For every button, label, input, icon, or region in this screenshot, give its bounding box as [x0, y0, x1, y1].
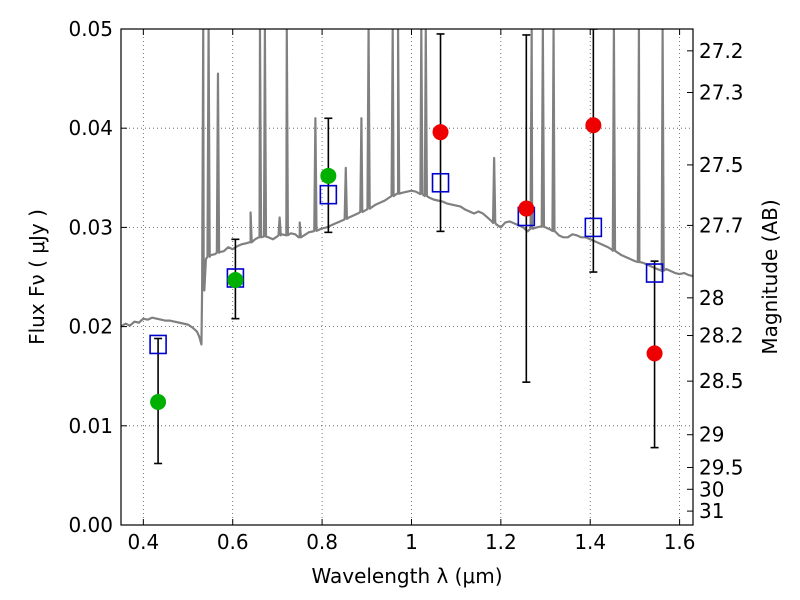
model-point [431, 172, 450, 193]
right-tick-label: 28.2 [699, 324, 744, 348]
y-tick-label: 0.03 [68, 215, 113, 239]
x-axis-title: Wavelength λ (μm) [311, 564, 502, 588]
plot-area [121, 29, 693, 465]
model-point [645, 263, 664, 283]
plot-frame [120, 28, 694, 526]
observed-point [585, 117, 602, 134]
right-tick-label: 27.5 [699, 153, 744, 177]
plot-content [121, 29, 693, 465]
x-tick-label: 1 [405, 530, 418, 554]
right-tick-label: 27.7 [699, 213, 744, 237]
observed-point [646, 345, 663, 362]
right-tick-label: 29.5 [699, 455, 744, 479]
x-tick-label: 0.6 [217, 530, 249, 554]
x-tick-label: 1.2 [485, 530, 517, 554]
x-axis: 0.4 0.6 0.8 1 1.2 1.4 1.6 [127, 29, 696, 554]
right-tick-label: 28 [699, 286, 724, 310]
y-tick-label: 0.05 [68, 17, 113, 41]
y-axis-left-title: Flux Fν ( μJy ) [25, 209, 49, 345]
spectrum-line [121, 29, 693, 346]
y-tick-label: 0.01 [68, 414, 113, 438]
right-tick-label: 27.2 [699, 39, 744, 63]
y-tick-label: 0.04 [68, 116, 113, 140]
x-tick-label: 1.4 [574, 530, 606, 554]
right-tick-label: 30 [699, 477, 724, 501]
model-point [584, 217, 603, 238]
model-point [149, 334, 167, 355]
x-tick-label: 0.8 [306, 530, 338, 554]
y-axis-right-title: Magnitude (AB) [758, 199, 782, 354]
right-tick-label: 28.5 [699, 369, 744, 393]
observed-point [432, 124, 449, 141]
observed-point [518, 200, 535, 217]
x-tick-label: 0.4 [127, 530, 159, 554]
observed-point [150, 393, 167, 410]
y-axis-left: 0.00 0.01 0.02 0.03 0.04 0.05 [68, 17, 127, 537]
y-tick-label: 0.02 [68, 315, 113, 339]
observed-point [320, 167, 337, 184]
right-tick-label: 31 [699, 499, 724, 523]
right-tick-label: 29 [699, 423, 724, 447]
right-tick-label: 27.3 [699, 80, 744, 104]
y-tick-label: 0.00 [68, 513, 113, 537]
observed-point [227, 271, 244, 288]
model-point [319, 184, 338, 205]
x-tick-label: 1.6 [664, 530, 696, 554]
